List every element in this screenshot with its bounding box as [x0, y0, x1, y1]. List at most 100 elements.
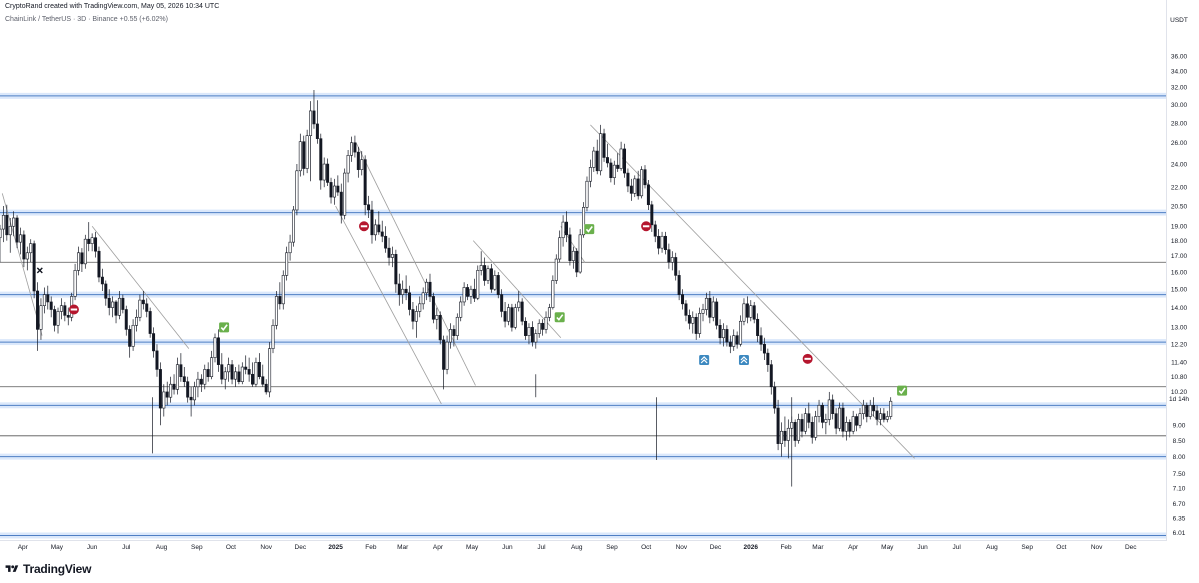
candle-up	[582, 207, 586, 236]
candle-down	[735, 335, 739, 345]
candle-down	[882, 413, 886, 420]
check-mark	[556, 314, 564, 321]
trendline	[335, 205, 442, 405]
candle-down	[107, 297, 111, 308]
tradingview-brand: TradingView	[23, 562, 92, 576]
candle-up	[25, 252, 29, 260]
candle-up	[254, 362, 258, 385]
candle-down	[773, 386, 777, 409]
candle-up	[12, 217, 16, 227]
candle-up	[448, 329, 452, 343]
candle-up	[295, 170, 299, 211]
candle-up	[537, 322, 541, 334]
bar-countdown: 1d 14h	[1169, 396, 1189, 403]
candlesticks	[0, 89, 893, 487]
candle-down	[145, 303, 149, 312]
time-tick-label: Jul	[953, 544, 962, 551]
candle-down	[793, 422, 797, 441]
candle-down	[783, 430, 787, 441]
candle-down	[483, 265, 487, 281]
time-tick-label: Jun	[917, 544, 928, 551]
candle-down	[643, 169, 647, 186]
candle-up	[844, 422, 848, 432]
time-axis[interactable]: Apr May Jun Jul Aug Sep Oct Nov Dec 2025 Feb Mar Apr…	[18, 544, 1138, 551]
candle-down	[663, 235, 667, 250]
candle-down	[411, 309, 415, 322]
candle-up	[421, 292, 425, 305]
candle-down	[356, 151, 360, 170]
check-square-icon	[554, 312, 565, 323]
candle-down	[182, 376, 186, 382]
candle-up	[169, 383, 173, 398]
time-tick-label: Oct	[226, 544, 236, 551]
candle-up	[73, 270, 77, 297]
candle-up	[274, 296, 278, 326]
candle-up	[513, 307, 517, 328]
candle-up	[445, 341, 449, 370]
candle-up	[851, 416, 855, 432]
candle-down	[172, 383, 176, 390]
candle-down	[623, 148, 627, 174]
time-tick-label: Oct	[1056, 544, 1066, 551]
candle-down	[725, 329, 729, 343]
candle-down	[66, 315, 70, 318]
candle-down	[100, 276, 104, 285]
candle-up	[332, 185, 336, 198]
price-tick-label: 12.20	[1171, 342, 1188, 349]
candle-down	[278, 296, 282, 305]
candle-up	[534, 333, 538, 343]
candle-down	[438, 315, 442, 341]
candle-down	[759, 335, 763, 345]
candle-up	[350, 142, 354, 156]
price-tick-label: 20.50	[1171, 203, 1188, 210]
candle-up	[418, 303, 422, 312]
candle-down	[247, 369, 251, 375]
candle-up	[414, 311, 418, 322]
check-square-bg	[219, 322, 230, 333]
candle-up	[691, 316, 695, 324]
candle-down	[530, 327, 534, 343]
candle-down	[336, 185, 340, 193]
time-tick-label: Apr	[433, 544, 444, 551]
candle-up	[493, 275, 497, 290]
candle-up	[343, 172, 347, 216]
candle-up	[742, 303, 746, 322]
time-tick-label: Nov	[260, 544, 272, 551]
candle-up	[117, 297, 121, 316]
candle-up	[704, 297, 708, 310]
time-tick-label: 2025	[328, 544, 343, 551]
candle-down	[831, 399, 835, 414]
candle-down	[609, 162, 613, 179]
candle-down	[855, 416, 859, 426]
candle-up	[291, 209, 295, 243]
candle-up	[790, 422, 794, 429]
time-tick-label: Sep	[191, 544, 203, 551]
candle-up	[868, 405, 872, 417]
candle-down	[646, 184, 650, 206]
candle-down	[22, 234, 26, 260]
candle-up	[858, 413, 862, 426]
candle-up	[305, 135, 309, 169]
candle-up	[547, 307, 551, 318]
no-entry-icon	[68, 304, 79, 315]
tradingview-logo[interactable]: TradingView	[4, 560, 91, 578]
trendline	[472, 240, 562, 339]
time-tick-label: Nov	[1091, 544, 1103, 551]
candle-up	[462, 287, 466, 303]
candle-up	[670, 257, 674, 263]
time-tick-label: Apr	[18, 544, 29, 551]
candle-down	[326, 163, 330, 183]
candle-down	[629, 185, 633, 194]
candle-down	[244, 366, 248, 370]
time-tick-label: Dec	[1125, 544, 1137, 551]
candle-down	[848, 422, 852, 432]
support-resistance-zones	[0, 92, 1166, 539]
price-tick-label: 11.40	[1171, 360, 1187, 367]
candle-up	[360, 159, 364, 170]
price-axis[interactable]: 36.00 34.00 32.00 30.00 28.00 26.00 24.00 22.00…	[1171, 53, 1188, 537]
candle-down	[257, 362, 261, 378]
candle-down	[684, 303, 688, 316]
price-tick-label: 15.00	[1171, 287, 1188, 294]
candle-down	[718, 324, 722, 339]
